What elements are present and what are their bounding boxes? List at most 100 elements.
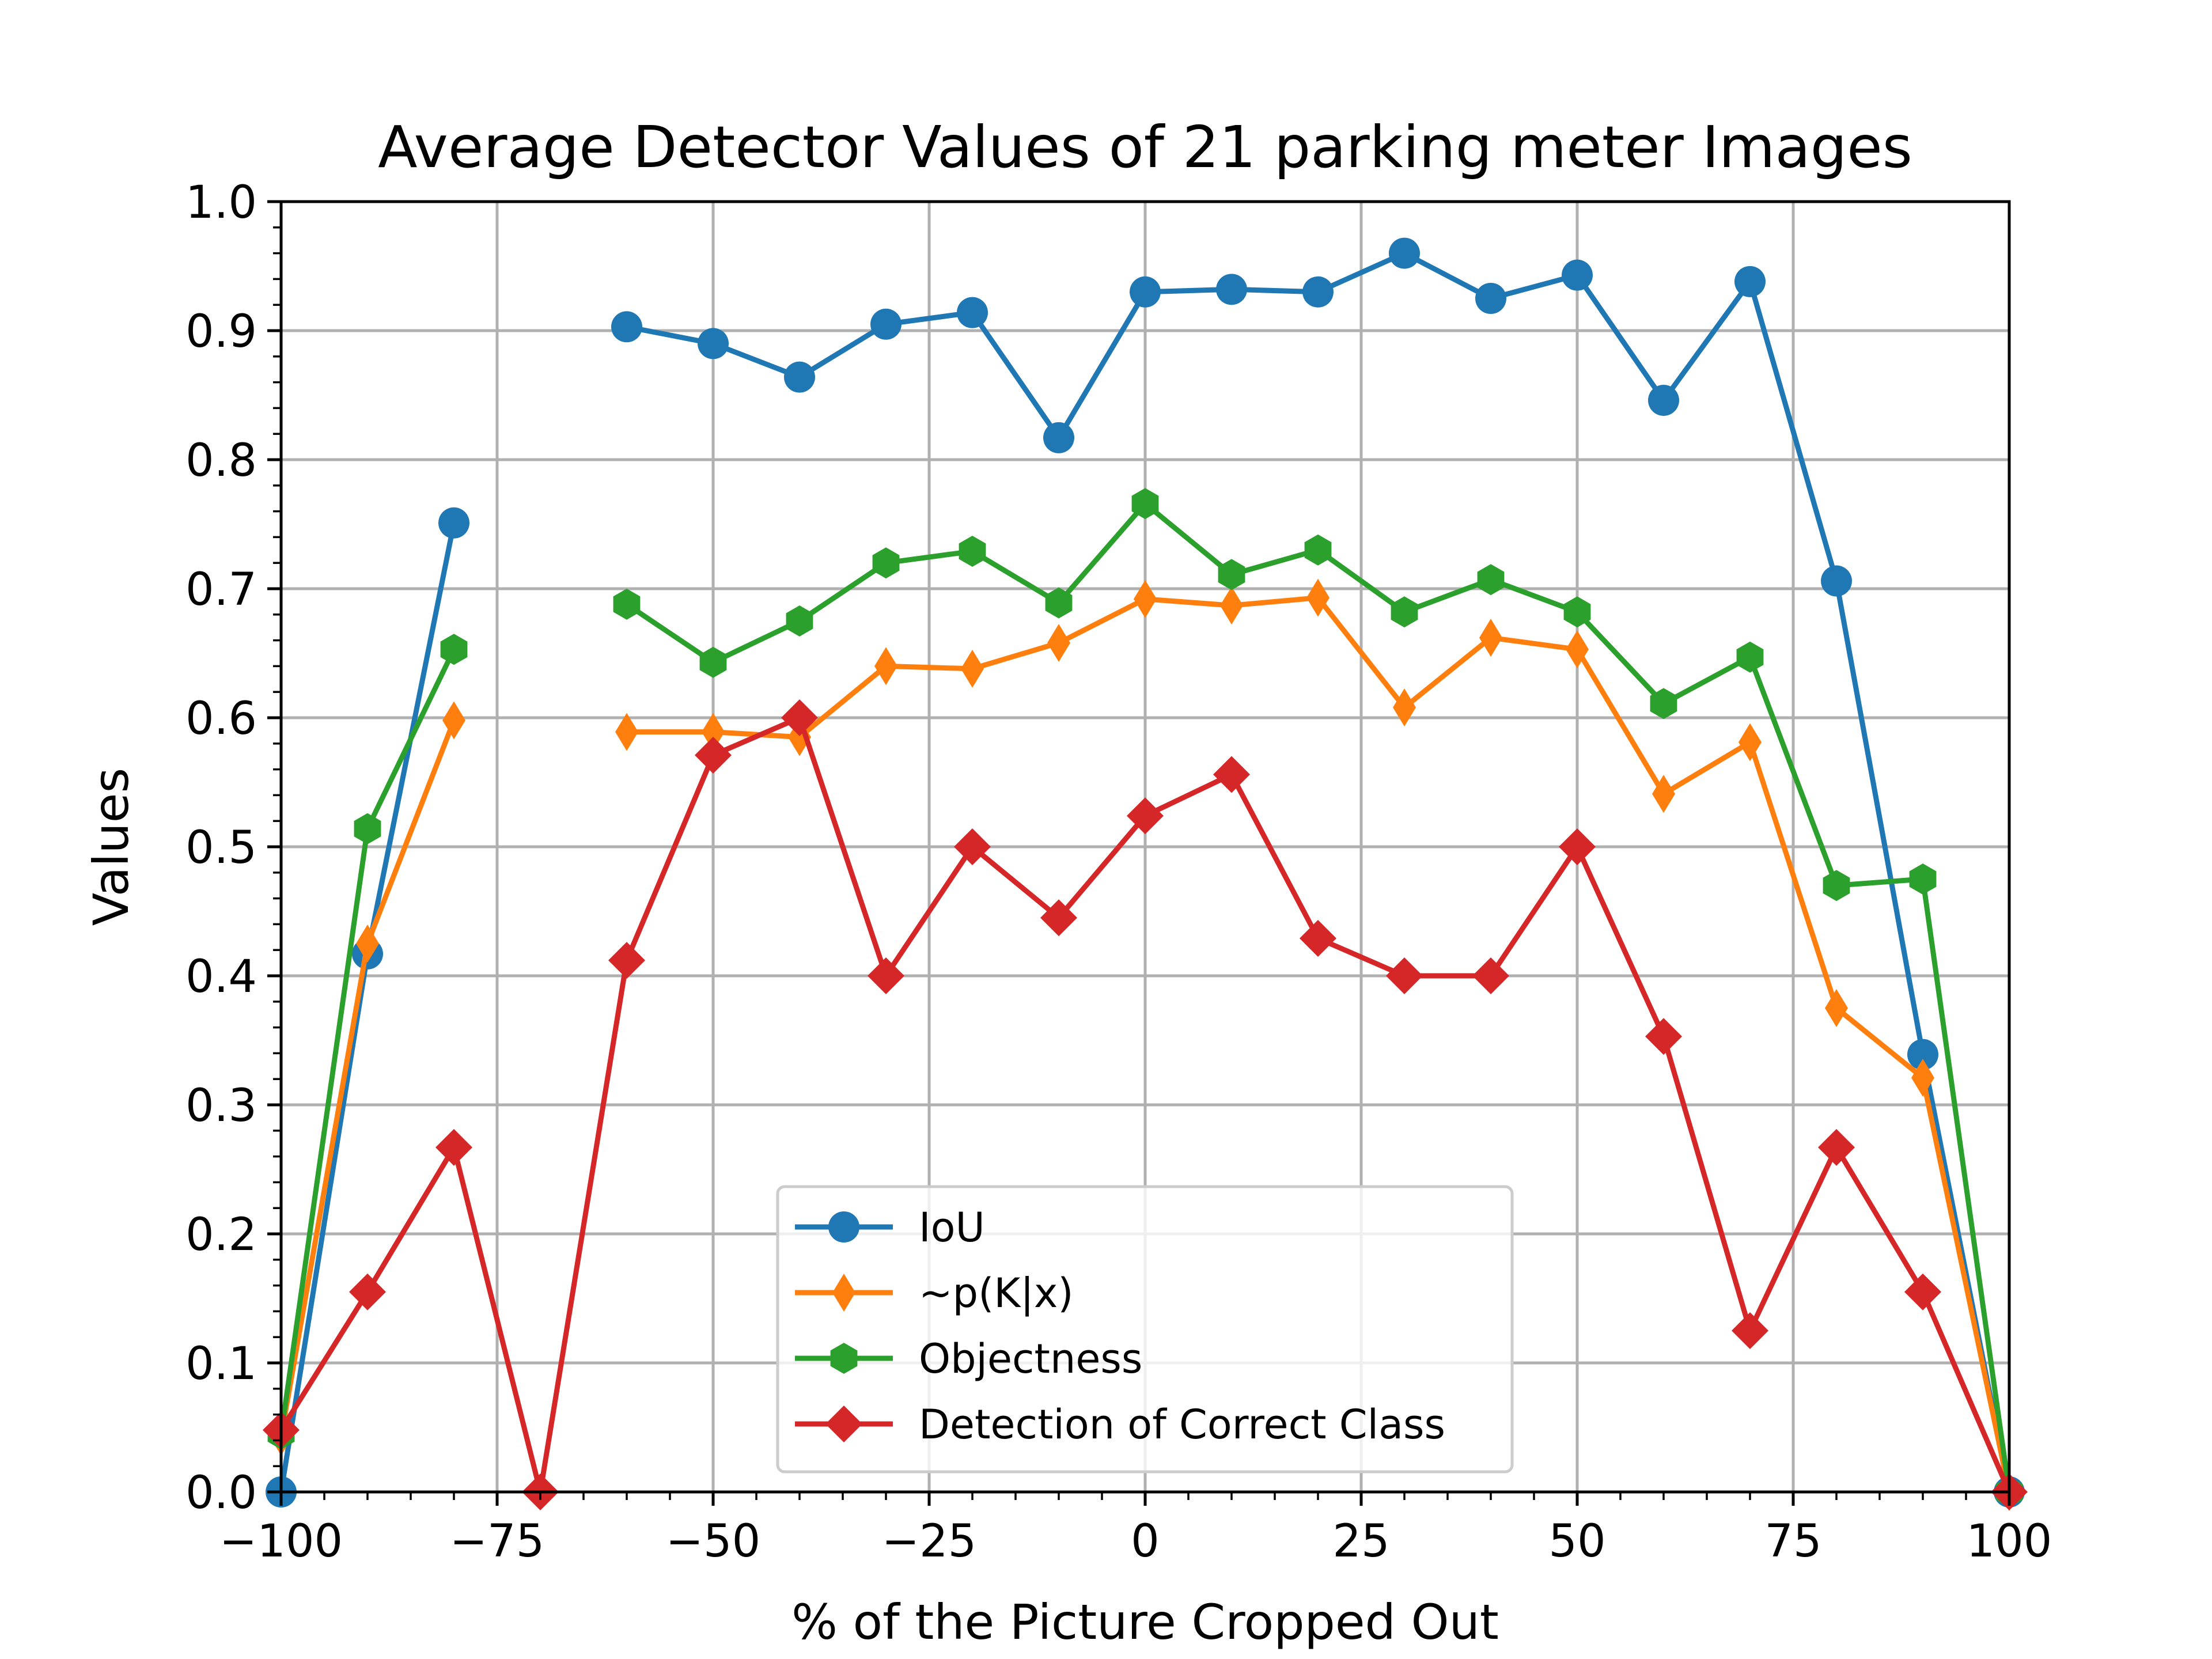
data-point (1821, 565, 1852, 597)
data-point (1734, 266, 1766, 297)
y-tick-label: 0.2 (185, 1209, 257, 1261)
series-lines (263, 237, 2028, 1511)
data-point (349, 1273, 386, 1310)
legend-marker (830, 1343, 858, 1374)
x-tick-label: 50 (1548, 1516, 1605, 1567)
legend-marker (825, 1406, 862, 1442)
data-point (1302, 276, 1334, 308)
legend-entry: Objectness (795, 1335, 1142, 1382)
series-iou (266, 237, 2025, 1508)
data-point (699, 646, 727, 678)
data-point (1472, 957, 1509, 994)
legend-entry: IoU (795, 1204, 985, 1251)
data-point (786, 605, 813, 637)
data-point (1220, 586, 1243, 625)
data-point (1736, 641, 1764, 673)
x-tick-label: 0 (1131, 1516, 1160, 1567)
data-point (1386, 957, 1423, 994)
data-point (1479, 619, 1502, 657)
data-point (959, 536, 986, 567)
data-point (615, 713, 638, 751)
legend-marker (828, 1211, 859, 1243)
data-point (1040, 899, 1077, 937)
data-point (1389, 237, 1420, 269)
data-point (440, 634, 468, 665)
legend: IoU ~p(K|x) Objectness Detection of Correct… (776, 1185, 1514, 1474)
data-point (608, 942, 645, 979)
data-point (1904, 1273, 1941, 1310)
data-point (1566, 630, 1589, 669)
data-point (874, 647, 897, 685)
y-tick-label: 0.5 (185, 822, 257, 874)
x-tick-label: −75 (450, 1516, 545, 1567)
data-point (1563, 596, 1591, 628)
data-point (1127, 797, 1164, 835)
series-p-k-x (270, 578, 2021, 1511)
data-point (1738, 723, 1762, 762)
data-point (1648, 384, 1679, 416)
y-tick-label: 0.1 (185, 1338, 257, 1390)
x-tick-label: −25 (882, 1516, 977, 1567)
data-point (872, 547, 900, 579)
data-point (435, 1128, 472, 1166)
x-tick-label: −50 (666, 1516, 761, 1567)
data-point (1130, 276, 1161, 308)
data-point (1652, 775, 1675, 813)
legend-label: Detection of Correct Class (919, 1401, 1445, 1448)
legend-marker (832, 1274, 855, 1312)
data-point (1391, 596, 1418, 628)
data-point (1213, 756, 1250, 793)
legend-label: ~p(K|x) (919, 1270, 1074, 1317)
data-point (1131, 488, 1159, 520)
data-point (1907, 1039, 1938, 1070)
data-point (1909, 863, 1937, 895)
data-point (1306, 578, 1330, 617)
data-point (1818, 1128, 1855, 1166)
data-point (1559, 828, 1596, 865)
data-point (1218, 559, 1245, 590)
data-point (1645, 1018, 1682, 1055)
data-point (1650, 688, 1677, 719)
data-point (784, 361, 815, 393)
data-point (1911, 1058, 1934, 1097)
y-tick-label: 0.3 (185, 1080, 257, 1132)
x-axis-label: % of the Picture Cropped Out (791, 1594, 1499, 1650)
data-point (611, 311, 642, 343)
data-point (1216, 274, 1247, 305)
data-point (961, 649, 984, 688)
data-point (868, 957, 904, 994)
legend-entry: ~p(K|x) (795, 1270, 1074, 1317)
data-point (702, 713, 725, 751)
data-point (1477, 564, 1505, 596)
data-point (870, 308, 902, 340)
series-detection-of-correct-class (263, 699, 2028, 1510)
data-point (781, 699, 818, 736)
x-tick-label: 25 (1332, 1516, 1389, 1567)
data-point (1043, 422, 1074, 453)
y-tick-label: 0.4 (185, 951, 257, 1003)
y-axis-label: Values (83, 768, 139, 926)
x-tick-label: 100 (1967, 1516, 2052, 1567)
legend-entry: Detection of Correct Class (795, 1401, 1445, 1448)
data-point (695, 736, 732, 774)
data-point (356, 925, 379, 963)
axis-ticks: −100 −75 −50 −25 0 25 50 75 100 0.0 0.1 0.2 0.3 0.4 0.… (185, 177, 2052, 1567)
data-point (1134, 579, 1157, 618)
data-point (1825, 989, 1848, 1027)
x-tick-label: −100 (219, 1516, 343, 1567)
y-tick-label: 0.9 (185, 306, 257, 358)
data-point (1393, 688, 1416, 727)
legend-label: Objectness (919, 1335, 1142, 1382)
data-point (1047, 624, 1070, 662)
y-tick-label: 0.7 (185, 564, 257, 616)
data-point (1475, 283, 1506, 314)
data-point (1732, 1312, 1768, 1349)
data-point (442, 701, 465, 740)
data-point (438, 507, 469, 539)
data-point (698, 328, 729, 359)
y-tick-label: 1.0 (185, 177, 257, 229)
data-point (1304, 534, 1332, 566)
data-point (613, 588, 641, 620)
y-tick-label: 0.0 (185, 1467, 257, 1519)
